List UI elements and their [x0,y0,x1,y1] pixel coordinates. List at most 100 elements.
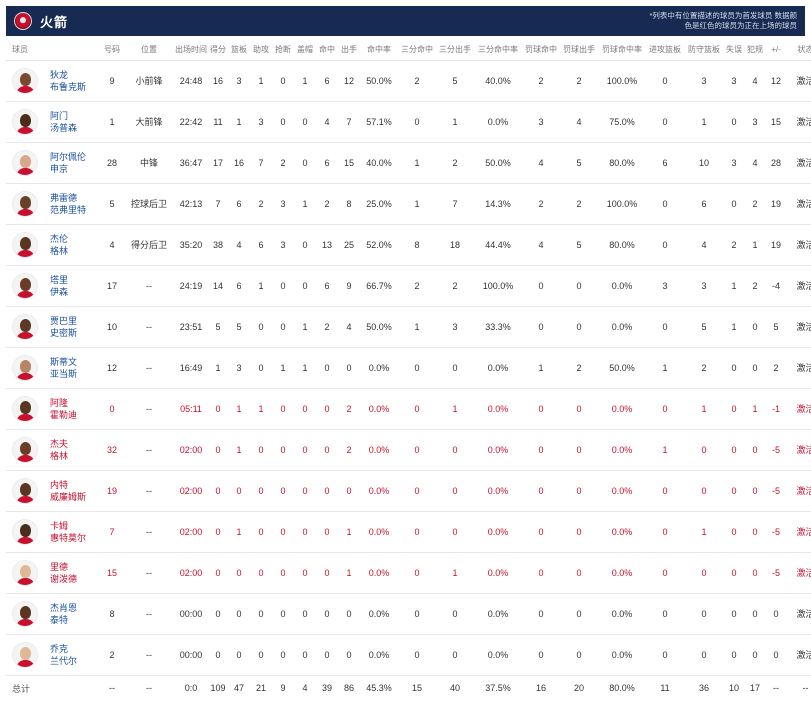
player-first-name: 杰夫 [50,438,69,449]
player-name-link[interactable]: 塔里 伊森 [50,274,68,298]
player-name-link[interactable]: 杰伦 格林 [50,233,68,257]
stat-ftp: 0.0% [598,388,646,430]
stat-ftp: 0.0% [598,306,646,348]
stat-fta: 2 [560,183,598,225]
stat-pf: 0 [744,347,766,389]
totals-label: 总计 [12,683,31,694]
stat-ast: 7 [250,142,272,184]
stat-fgm: 0 [316,347,338,389]
stat-pos: -- [124,634,174,676]
total-pts: 109 [210,683,226,694]
stat-pts: 7 [208,183,228,225]
stat-dreb: 3 [684,265,724,307]
table-row[interactable]: 斯蒂文 亚当斯 12 -- 16:49 1 3 0 1 1 0 0 0.0% 0 0 0.0% 1 2 50.0% 1… [6,347,811,389]
player-last-name: 谢泼德 [50,573,78,584]
stat-oreb: 0 [646,224,684,266]
stat-blk: 0 [294,470,316,512]
player-last-name: 威廉姆斯 [50,491,87,502]
stat-tpa: 0 [436,593,474,635]
stat-fgm: 4 [316,101,338,143]
player-avatar [12,272,38,299]
stat-tov: 1 [724,306,744,348]
stat-dreb: 1 [684,511,724,553]
player-name-link[interactable]: 乔克 兰代尔 [50,643,77,667]
stat-ast: 1 [250,60,272,102]
legend-note: *列表中有位置描述的球员为首发球员 数据颜色是红色的球员为正在上场的球员 [649,11,797,30]
player-name-link[interactable]: 杰夫 格林 [50,438,68,462]
stat-stl: 0 [272,265,294,307]
player-name-link[interactable]: 弗雷德 范弗里特 [50,192,86,216]
stat-fgm: 2 [316,306,338,348]
table-row[interactable]: 阿隆 霍勒迪 0 -- 05:11 0 1 1 0 0 0 2 0.0% 0 1 0.0% 0 0 0.0% 0 1 0 1… [6,388,811,430]
stat-pts: 14 [208,265,228,307]
player-name-link[interactable]: 狄龙 布鲁克斯 [50,69,86,93]
total-tpp: 37.5% [485,683,511,694]
table-row[interactable]: 杰夫 格林 32 -- 02:00 0 1 0 0 0 0 2 0.0% 0 0 0.0% 0 0 0.0% 1 0 0 0… [6,429,811,471]
stat-oreb: 1 [646,347,684,389]
table-row[interactable]: 狄龙 布鲁克斯 9 小前锋 24:48 16 3 1 0 1 6 12 50.0% 2 5 40.0% 2 2 10… [6,60,811,102]
table-row[interactable]: 弗雷德 范弗里特 5 控球后卫 42:13 7 6 2 3 1 2 8 25.0% 1 7 14.3% 2 2 10… [6,183,811,225]
stat-pos: 小前锋 [124,60,174,102]
player-name-link[interactable]: 阿隆 霍勒迪 [50,397,77,421]
stat-pts: 0 [208,634,228,676]
player-name-link[interactable]: 里德 谢泼德 [50,561,77,585]
stat-reb: 5 [228,306,250,348]
table-row[interactable]: 杰伦 格林 4 得分后卫 35:20 38 4 6 3 0 13 25 52.0% 8 18 44.4% 4 5 8… [6,224,811,266]
table-row[interactable]: 里德 谢泼德 15 -- 02:00 0 0 0 0 0 0 1 0.0% 0 1 0.0% 0 0 0.0% 0 0 0… [6,552,811,594]
player-avatar [12,149,38,176]
player-cell: 杰伦 格林 [6,224,100,266]
stat-oreb: 0 [646,101,684,143]
player-name-link[interactable]: 卡姆 惠特莫尔 [50,520,86,544]
stat-tpa: 1 [436,388,474,430]
player-cell: 塔里 伊森 [6,265,100,307]
total-status: -- [802,683,809,694]
table-row[interactable]: 乔克 兰代尔 2 -- 00:00 0 0 0 0 0 0 0 0.0% 0 0 0.0% 0 0 0.0% 0 0 0 0… [6,634,811,676]
table-row[interactable]: 贾巴里 史密斯 10 -- 23:51 5 5 0 0 1 2 4 50.0% 1 3 33.3% 0 0 0.0%… [6,306,811,348]
stat-blk: 0 [294,429,316,471]
table-row[interactable]: 卡姆 惠特莫尔 7 -- 02:00 0 1 0 0 0 0 1 0.0% 0 0 0.0% 0 0 0.0% 0 1 0… [6,511,811,553]
stat-stl: 0 [272,388,294,430]
stat-tpm: 2 [398,265,436,307]
player-name-link[interactable]: 贾巴里 史密斯 [50,315,77,339]
total-stl: 9 [280,683,286,694]
stat-pm: -5 [766,470,786,512]
stat-pts: 5 [208,306,228,348]
stat-fgm: 0 [316,552,338,594]
player-cell: 贾巴里 史密斯 [6,306,100,348]
stat-fga: 0 [338,593,360,635]
stat-blk: 1 [294,183,316,225]
player-avatar [12,313,38,340]
stat-reb: 0 [228,593,250,635]
stat-min: 22:42 [174,101,208,143]
player-name-link[interactable]: 杰肖恩 泰特 [50,602,77,626]
table-row[interactable]: 塔里 伊森 17 -- 24:19 14 6 1 0 0 6 9 66.7% 2 2 100.0% 0 0 0.0%… [6,265,811,307]
stat-stl: 1 [272,347,294,389]
player-name-link[interactable]: 阿尔佩伦 申京 [50,151,86,175]
player-first-name: 阿尔佩伦 [50,151,87,162]
table-row[interactable]: 阿门 汤普森 1 大前锋 22:42 11 1 3 0 0 4 7 57.1% 0 1 0.0% 3 4 75.0%… [6,101,811,143]
stat-ftm: 0 [522,511,560,553]
stat-stl: 0 [272,306,294,348]
stat-fta: 0 [560,552,598,594]
table-row[interactable]: 内特 威廉姆斯 19 -- 02:00 0 0 0 0 0 0 0 0.0% 0 0 0.0% 0 0 0.0% 0 0… [6,470,811,512]
stat-pf: 0 [744,552,766,594]
stat-reb: 3 [228,347,250,389]
stat-tpm: 0 [398,634,436,676]
stat-ftp: 80.0% [598,142,646,184]
stat-fta: 0 [560,265,598,307]
stat-pf: 4 [744,142,766,184]
stat-fga: 0 [338,470,360,512]
table-row[interactable]: 阿尔佩伦 申京 28 中锋 36:47 17 16 7 2 0 6 15 40.0% 1 2 50.0% 4 5 8… [6,142,811,184]
stat-tpa: 0 [436,429,474,471]
player-name-link[interactable]: 阿门 汤普森 [50,110,77,134]
stat-status: 激活 [786,470,811,512]
stat-tpa: 5 [436,60,474,102]
stat-tpp: 0.0% [474,593,522,635]
stat-num: 28 [100,142,124,184]
totals-row: 总计 -- -- 0:0 109 47 21 9 4 39 86 45.3% 15 40 37.5% 16 20… [6,675,811,701]
table-row[interactable]: 杰肖恩 泰特 8 -- 00:00 0 0 0 0 0 0 0 0.0% 0 0 0.0% 0 0 0.0% 0 0 0 0… [6,593,811,635]
stat-oreb: 0 [646,552,684,594]
player-name-link[interactable]: 斯蒂文 亚当斯 [50,356,77,380]
player-name-link[interactable]: 内特 威廉姆斯 [50,479,86,503]
stat-fgm: 0 [316,511,338,553]
